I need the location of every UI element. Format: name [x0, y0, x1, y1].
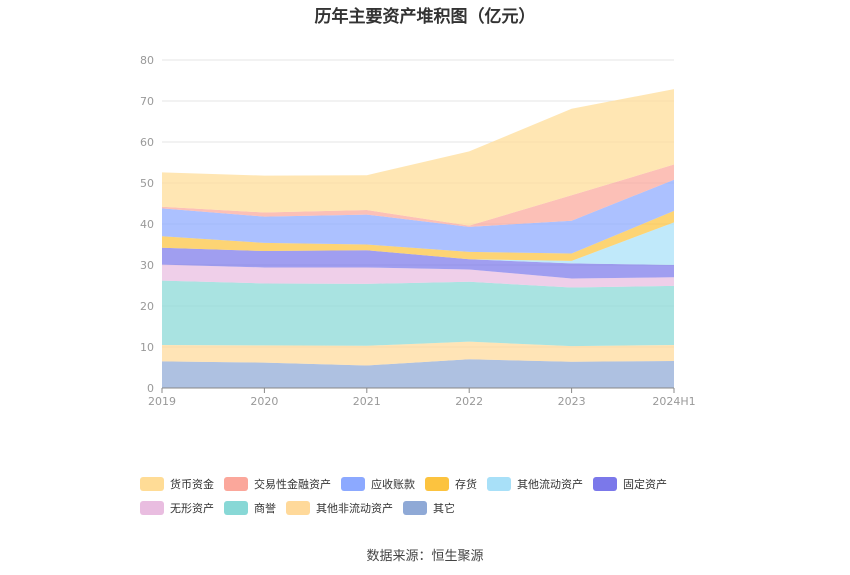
x-tick-label: 2020: [250, 395, 278, 408]
area-其它: [162, 359, 674, 388]
y-tick-label: 0: [147, 382, 154, 395]
chart-title: 历年主要资产堆积图（亿元）: [314, 7, 536, 27]
y-tick-label: 80: [140, 54, 154, 67]
y-tick-label: 50: [140, 177, 154, 190]
legend-swatch: [224, 501, 248, 515]
x-tick-label: 2024H1: [652, 395, 695, 408]
legend-row: 货币资金 交易性金融资产 应收账款 存货 其他流动资产 固定资产: [140, 472, 720, 496]
legend-swatch: [140, 477, 164, 491]
legend-item[interactable]: 应收账款: [341, 476, 415, 492]
area-交易性金融资产: [162, 164, 674, 227]
area-无形资产: [162, 264, 674, 288]
y-tick-label: 60: [140, 136, 154, 149]
legend-item[interactable]: 无形资产: [140, 500, 214, 516]
legend-label: 货币资金: [170, 478, 214, 491]
legend-item[interactable]: 货币资金: [140, 476, 214, 492]
y-tick-label: 10: [140, 341, 154, 354]
area-商誉: [162, 280, 674, 347]
legend: 货币资金 交易性金融资产 应收账款 存货 其他流动资产 固定资产无形资产 商誉 其他非流动资产…: [140, 472, 720, 520]
legend-item[interactable]: 固定资产: [593, 476, 667, 492]
x-tick-label: 2023: [558, 395, 586, 408]
legend-swatch: [487, 477, 511, 491]
legend-item[interactable]: 其他非流动资产: [286, 500, 393, 516]
area-series: [162, 89, 674, 388]
legend-label: 其他流动资产: [517, 478, 583, 491]
legend-label: 其它: [433, 502, 455, 515]
legend-swatch: [140, 501, 164, 515]
source-note: 数据来源：恒生聚源: [366, 549, 484, 564]
y-tick-label: 40: [140, 218, 154, 231]
x-tick-label: 2022: [455, 395, 483, 408]
legend-item[interactable]: 存货: [425, 476, 477, 492]
legend-row: 无形资产 商誉 其他非流动资产 其它: [140, 496, 720, 520]
x-tick-label: 2021: [353, 395, 381, 408]
legend-swatch: [593, 477, 617, 491]
legend-swatch: [286, 501, 310, 515]
legend-label: 无形资产: [170, 502, 214, 515]
legend-label: 交易性金融资产: [254, 478, 331, 491]
legend-swatch: [224, 477, 248, 491]
area-其他流动资产: [162, 222, 674, 265]
legend-item[interactable]: 其他流动资产: [487, 476, 583, 492]
legend-item[interactable]: 商誉: [224, 500, 276, 516]
stacked-area-chart: 0 10 20 30 40 50 60 70 80 2019 2020 2021 2022 2023 202…: [140, 54, 696, 408]
y-tick-label: 70: [140, 95, 154, 108]
x-tick-label: 2019: [148, 395, 176, 408]
legend-label: 固定资产: [623, 478, 667, 491]
y-tick-label: 20: [140, 300, 154, 313]
area-其他非流动资产: [162, 341, 674, 366]
area-货币资金: [162, 89, 674, 226]
area-存货: [162, 210, 674, 261]
y-tick-label: 30: [140, 259, 154, 272]
legend-label: 存货: [455, 478, 477, 491]
area-应收账款: [162, 179, 674, 254]
legend-item[interactable]: 交易性金融资产: [224, 476, 331, 492]
axes: 0 10 20 30 40 50 60 70 80 2019 2020 2021 2022 2023 202…: [140, 54, 696, 408]
legend-swatch: [425, 477, 449, 491]
legend-swatch: [341, 477, 365, 491]
legend-item[interactable]: 其它: [403, 500, 455, 516]
legend-swatch: [403, 501, 427, 515]
legend-label: 商誉: [254, 502, 276, 515]
legend-label: 其他非流动资产: [316, 502, 393, 515]
legend-label: 应收账款: [371, 478, 415, 491]
area-固定资产: [162, 247, 674, 279]
